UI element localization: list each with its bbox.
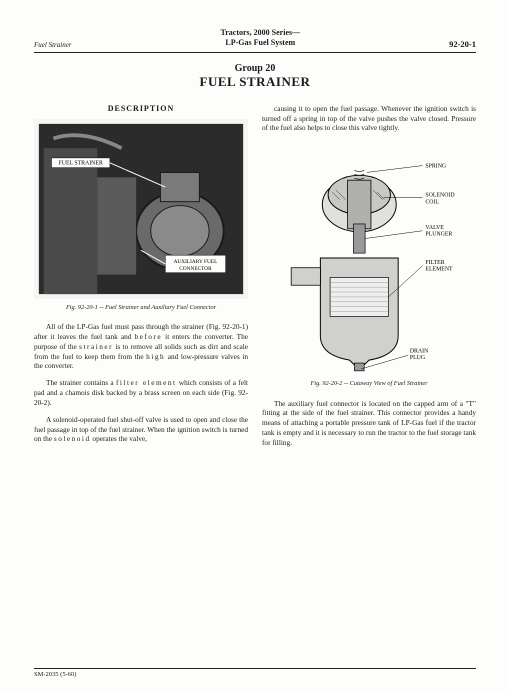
paragraph-5: The auxiliary fuel connector is located … [262, 399, 476, 448]
paragraph-2: The strainer contains a filter element w… [34, 378, 248, 408]
header-center-line1: Tractors, 2000 Series— [221, 28, 301, 38]
header-center: Tractors, 2000 Series— LP-Gas Fuel Syste… [221, 28, 301, 49]
left-column: DESCRIPTION FUEL STRAINER [34, 104, 248, 455]
figure-1: FUEL STRAINER AUXILIARY FUEL CONNECTOR [34, 119, 248, 299]
header-left: Fuel Strainer [34, 41, 72, 49]
svg-text:DRAIN: DRAIN [410, 349, 429, 355]
figure-2-caption: Fig. 92-20-2 -- Cutaway View of Fuel Str… [262, 380, 476, 389]
paragraph-3: A solenoid-operated fuel shut-off valve … [34, 415, 248, 445]
paragraph-4: causing it to open the fuel passage. Whe… [262, 104, 476, 134]
page-footer: SM-2035 (5-60) [34, 668, 476, 678]
svg-text:PLUNGER: PLUNGER [425, 232, 452, 238]
group-line: Group 20 [34, 63, 476, 74]
description-heading: DESCRIPTION [34, 104, 248, 115]
page: Fuel Strainer Tractors, 2000 Series— LP-… [0, 0, 510, 694]
content-columns: DESCRIPTION FUEL STRAINER [34, 104, 476, 455]
page-header: Fuel Strainer Tractors, 2000 Series— LP-… [34, 28, 476, 53]
svg-text:FILTER: FILTER [425, 260, 444, 266]
main-title: FUEL STRAINER [34, 74, 476, 90]
title-block: Group 20 FUEL STRAINER [34, 63, 476, 90]
svg-text:AUXILIARY FUEL: AUXILIARY FUEL [174, 259, 218, 265]
svg-text:SPRING: SPRING [425, 164, 447, 170]
svg-text:COIL: COIL [425, 200, 439, 206]
header-center-line2: LP-Gas Fuel System [221, 38, 301, 48]
header-right: 92-20-1 [449, 39, 476, 49]
paragraph-1: All of the LP-Gas fuel must pass through… [34, 322, 248, 371]
figure-1-caption: Fig. 92-20-1 -- Fuel Strainer and Auxili… [34, 304, 248, 313]
svg-text:ELEMENT: ELEMENT [425, 267, 453, 273]
svg-text:VALVE: VALVE [425, 225, 444, 231]
fig1-label-strainer: FUEL STRAINER [59, 160, 103, 166]
footer-text: SM-2035 (5-60) [34, 671, 76, 678]
svg-text:PLUG: PLUG [410, 355, 426, 361]
svg-text:SOLENOID: SOLENOID [425, 193, 454, 199]
figure-2: SPRING SOLENOID COIL VALVE PLUNGER FILTE… [262, 151, 476, 375]
svg-text:CONNECTOR: CONNECTOR [179, 265, 212, 271]
right-column: causing it to open the fuel passage. Whe… [262, 104, 476, 455]
